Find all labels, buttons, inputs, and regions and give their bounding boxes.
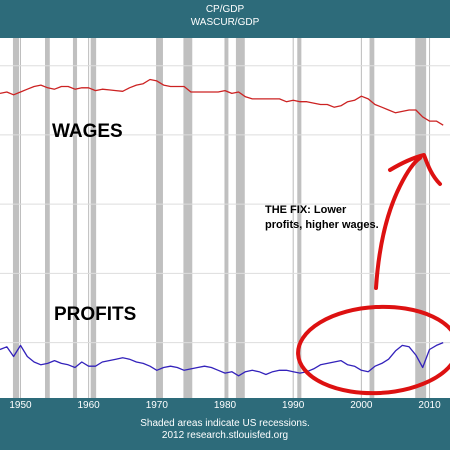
profits-annotation: PROFITS <box>54 304 136 325</box>
fix-annotation-line1: THE FIX: Lower <box>265 204 347 216</box>
series-label-profits: CP/GDP <box>205 4 245 15</box>
source-credit: 2012 research.stlouisfed.org <box>161 430 289 441</box>
recession-note: Shaded areas indicate US recessions. <box>140 418 310 429</box>
recession-band <box>45 38 50 398</box>
recession-band <box>12 38 20 398</box>
footer-note: Shaded areas indicate US recessions. 201… <box>0 418 450 442</box>
x-tick-label: 1980 <box>213 400 237 411</box>
recession-bands <box>12 38 427 398</box>
line-chart: WAGES PROFITS THE FIX: Lower profits, hi… <box>0 38 450 398</box>
hand-drawn-arrow-head <box>388 153 442 186</box>
recession-band <box>183 38 193 398</box>
hand-drawn-arrow-shaft <box>374 156 422 290</box>
recession-band <box>297 38 302 398</box>
recession-band <box>90 38 97 398</box>
series-lines <box>0 78 444 377</box>
hand-drawn-highlight-circle <box>296 304 450 396</box>
x-tick-label: 1950 <box>9 400 32 411</box>
fix-annotation-line2: profits, higher wages. <box>265 219 379 231</box>
x-axis: 1950 1960 1970 1980 1990 2000 2010 <box>0 400 450 414</box>
recession-band <box>415 38 427 398</box>
recession-band <box>156 38 163 398</box>
profits-line <box>0 341 444 377</box>
x-tick-label: 1960 <box>77 400 100 411</box>
series-label-wages: WASCUR/GDP <box>190 17 260 28</box>
recession-band <box>235 38 245 398</box>
recession-band <box>369 38 375 398</box>
wages-annotation: WAGES <box>52 121 123 142</box>
wages-line <box>0 78 444 126</box>
chart-footer: 1950 1960 1970 1980 1990 2000 2010 Shaded area… <box>0 398 450 450</box>
x-tick-label: 1990 <box>282 400 305 411</box>
plot-area: WAGES PROFITS THE FIX: Lower profits, hi… <box>0 38 450 398</box>
recession-band <box>72 38 78 398</box>
x-tick-label: 1970 <box>145 400 168 411</box>
x-tick-label: 2000 <box>350 400 373 411</box>
recession-band <box>225 38 229 398</box>
x-tick-label: 2010 <box>418 400 441 411</box>
gridlines <box>0 38 450 398</box>
chart-header: CP/GDP WASCUR/GDP <box>0 0 450 38</box>
